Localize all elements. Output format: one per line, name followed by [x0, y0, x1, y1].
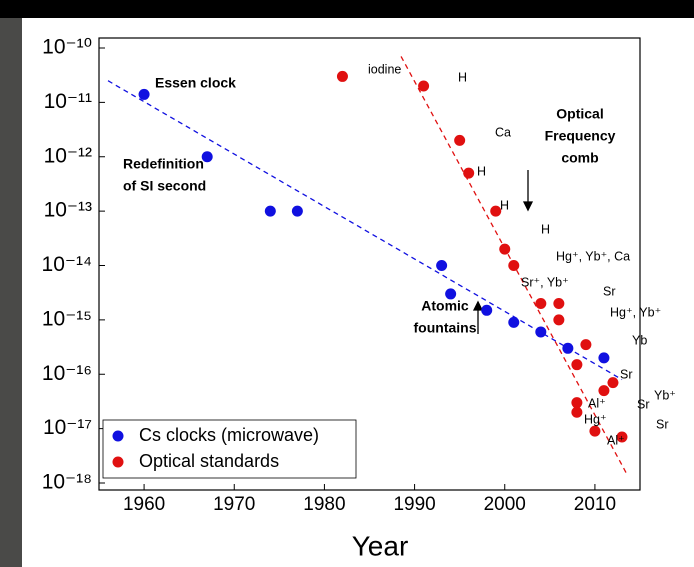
annotation: Ca [495, 125, 511, 139]
point [508, 260, 520, 271]
point [535, 298, 547, 310]
point [598, 352, 610, 364]
point [201, 151, 213, 163]
y-tick-label: 10⁻¹⁸ [42, 471, 92, 494]
annotation: Sr [656, 417, 669, 431]
legend-box [102, 419, 357, 479]
point [445, 288, 457, 300]
x-tick-label: 1960 [123, 494, 165, 515]
annotation: Al⁺ [607, 433, 625, 447]
point [490, 205, 502, 217]
arrow-head [472, 300, 484, 311]
point [562, 342, 574, 354]
arrow-head [522, 201, 534, 212]
x-tick-label: 1990 [393, 494, 435, 515]
point [436, 260, 448, 271]
annotation: H [458, 70, 467, 84]
y-tick-label: 10⁻¹⁰ [42, 36, 92, 59]
y-tick-label: 10⁻¹¹ [44, 90, 92, 113]
photo-strip [0, 0, 22, 567]
annotation: fountains [414, 320, 477, 336]
plot-frame [98, 37, 641, 491]
top-bar [0, 0, 694, 18]
annotation: Redefinition [123, 156, 204, 172]
point [553, 314, 565, 326]
annotation: iodine [368, 62, 401, 76]
point [336, 70, 348, 82]
annotation: comb [561, 150, 598, 166]
annotation: H [500, 198, 509, 212]
annotation: Essen clock [155, 75, 236, 91]
legend-marker [112, 456, 124, 468]
point [598, 385, 610, 397]
y-tick-label: 10⁻¹⁶ [42, 362, 92, 385]
point [481, 304, 493, 316]
point [571, 397, 583, 409]
annotation: Hg⁺, Yb⁺ [610, 305, 661, 319]
x-tick-label: 2010 [574, 494, 616, 515]
annotation: Frequency [545, 128, 616, 144]
point [535, 326, 547, 338]
legend-label: Cs clocks (microwave) [139, 425, 319, 445]
annotation: Yb [632, 333, 647, 347]
y-tick-label: 10⁻¹³ [44, 199, 92, 222]
point [463, 167, 475, 179]
x-axis-label: Year [352, 530, 409, 561]
point [607, 377, 619, 389]
point [553, 298, 565, 310]
annotation: Hg⁺ [584, 412, 607, 426]
annotation: of SI second [123, 178, 206, 194]
point [291, 205, 303, 217]
annotation: Sr [603, 284, 616, 298]
point [499, 243, 511, 255]
x-tick-label: 2000 [484, 494, 526, 515]
point [580, 339, 592, 351]
point [616, 431, 628, 443]
legend-marker [112, 430, 124, 442]
point [264, 205, 276, 217]
point [454, 134, 466, 146]
annotation: H [541, 222, 550, 236]
annotation: Sr⁺, Yb⁺ [521, 275, 569, 289]
legend-label: Optical standards [139, 451, 279, 471]
y-tick-label: 10⁻¹² [44, 144, 92, 167]
y-tick-label: 10⁻¹⁷ [43, 416, 92, 439]
annotation: Optical [556, 106, 603, 122]
point [418, 80, 430, 92]
point [589, 425, 601, 437]
x-tick-label: 1980 [303, 494, 345, 515]
annotation: Atomic [421, 298, 469, 314]
point [138, 88, 150, 100]
annotation: Al⁺ [588, 396, 606, 410]
point [508, 316, 520, 328]
annotation: Yb⁺ [654, 388, 676, 402]
arrows [472, 170, 534, 334]
point [571, 359, 583, 371]
x-tick-label: 1970 [213, 494, 255, 515]
annotation: H [477, 164, 486, 178]
y-tick-label: 10⁻¹⁵ [42, 307, 92, 330]
y-tick-label: 10⁻¹⁴ [42, 253, 92, 276]
annotation: Sr [637, 397, 650, 411]
annotation: Hg⁺, Yb⁺, Ca [556, 249, 630, 263]
annotation: Sr [620, 367, 633, 381]
point [571, 406, 583, 418]
